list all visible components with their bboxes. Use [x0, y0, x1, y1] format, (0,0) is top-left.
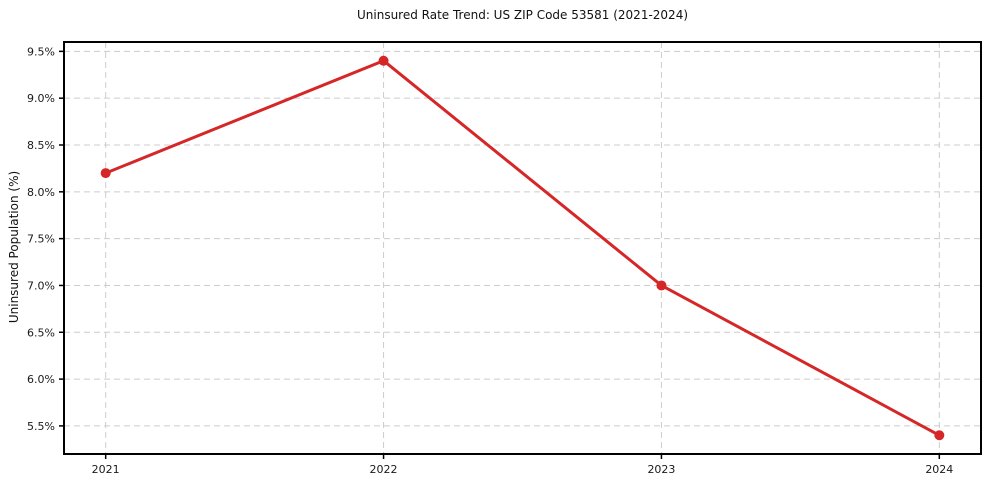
y-tick-label: 8.5% [27, 139, 55, 152]
axes-spines [63, 41, 982, 455]
trend-line [104, 59, 941, 437]
y-tick-label: 5.5% [27, 420, 55, 433]
x-tick-label: 2023 [647, 463, 675, 476]
x-tick-label: 2024 [925, 463, 953, 476]
y-tick-label: 9.5% [27, 45, 55, 58]
chart-title: Uninsured Rate Trend: US ZIP Code 53581 … [356, 8, 689, 22]
y-tick-label: 6.5% [27, 326, 55, 339]
y-tick-label: 7.0% [27, 279, 55, 292]
data-point-marker [378, 55, 389, 66]
data-point-marker [934, 430, 945, 441]
x-tick-label: 2021 [92, 463, 120, 476]
data-point-marker [656, 280, 667, 291]
y-tick-label: 6.0% [27, 373, 55, 386]
y-tick-label: 7.5% [27, 233, 55, 246]
y-tick-label: 8.0% [27, 186, 55, 199]
y-tick-label: 9.0% [27, 92, 55, 105]
data-point-marker [100, 168, 111, 179]
x-tick-label: 2022 [370, 463, 398, 476]
